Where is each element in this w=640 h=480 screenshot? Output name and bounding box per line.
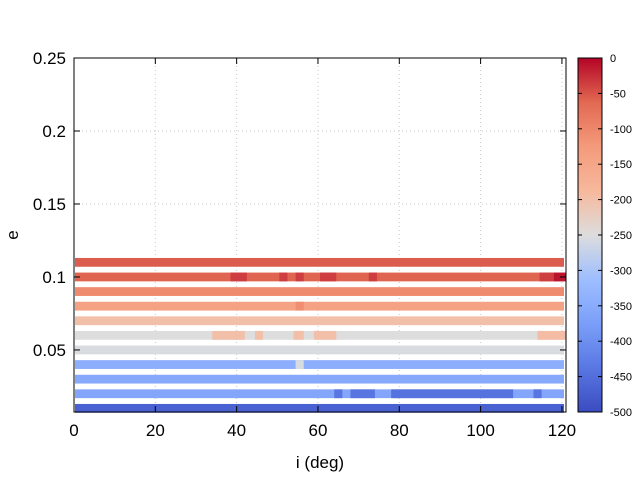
heatmap-row (75, 287, 564, 296)
heatmap-cell (293, 330, 304, 340)
heatmap-cell (391, 389, 514, 399)
colorbar-tick-label: -250 (610, 230, 632, 242)
y-tick-label: 0.05 (33, 341, 66, 360)
heatmap-row (75, 403, 564, 413)
heatmap-cell (320, 272, 337, 282)
heatmap-cell (537, 330, 566, 340)
colorbar-tick-label: -500 (610, 407, 632, 419)
heatmap-cell (254, 330, 264, 340)
heatmap-cell (533, 389, 542, 399)
heatmap-cell (295, 360, 304, 369)
heatmap-cell (212, 330, 245, 340)
y-tick-label: 0.2 (42, 122, 66, 141)
heatmap-cell (539, 272, 554, 282)
heatmap-row (75, 257, 564, 267)
heatmap-cell (313, 330, 337, 340)
x-tick-label: 120 (548, 421, 576, 440)
plot-frame (73, 57, 567, 413)
x-tick-label: 80 (390, 421, 409, 440)
heatmap-row (75, 360, 564, 369)
colorbar-tick-label: -100 (610, 124, 632, 136)
x-axis-ticks: 0 20 40 60 80 100 120 (69, 58, 576, 440)
colorbar-tick-label: -350 (610, 301, 632, 313)
heatmap-cell (279, 272, 288, 282)
colorbar-tick-label: 0 (610, 53, 616, 65)
colorbar-tick-label: -150 (610, 159, 632, 171)
colorbar-tick-label: -300 (610, 265, 632, 277)
heatmap-cell (350, 389, 375, 399)
heatmap-row (75, 272, 564, 282)
x-tick-label: 40 (227, 421, 246, 440)
heatmap-row (75, 316, 564, 326)
colorbar-tick-label: -400 (610, 336, 632, 348)
y-tick-label: 0.1 (42, 268, 66, 287)
heatmap-row (75, 301, 564, 311)
x-axis-label: i (deg) (296, 453, 344, 472)
y-tick-label: 0.25 (33, 49, 66, 68)
y-axis-ticks: 0.05 0.1 0.15 0.2 0.25 (33, 49, 566, 360)
y-tick-label: 0.15 (33, 195, 66, 214)
x-tick-label: 20 (146, 421, 165, 440)
heatmap-cell (295, 301, 304, 311)
heatmap-row (75, 345, 564, 355)
heatmap-cells (75, 257, 566, 413)
heatmap-row (75, 389, 564, 399)
colorbar-tick-label: -450 (610, 372, 632, 384)
colorbar-tick-label: -50 (610, 88, 626, 100)
heatmap-cell (368, 272, 377, 282)
heatmap-row (75, 374, 564, 384)
colorbar-ticks: 0 -50 -100 -150 -200 -250 -300 -350 -400 -450 -500 (578, 53, 632, 419)
heatmap-cell (553, 272, 566, 282)
x-tick-label: 0 (69, 421, 78, 440)
y-axis-label: e (3, 230, 22, 239)
x-tick-label: 100 (466, 421, 494, 440)
heatmap-cell (230, 272, 247, 282)
x-tick-label: 60 (309, 421, 328, 440)
colorbar-tick-label: -200 (610, 195, 632, 207)
grid (74, 58, 566, 412)
heatmap-cell (295, 272, 304, 282)
heatmap-cell (334, 389, 343, 399)
